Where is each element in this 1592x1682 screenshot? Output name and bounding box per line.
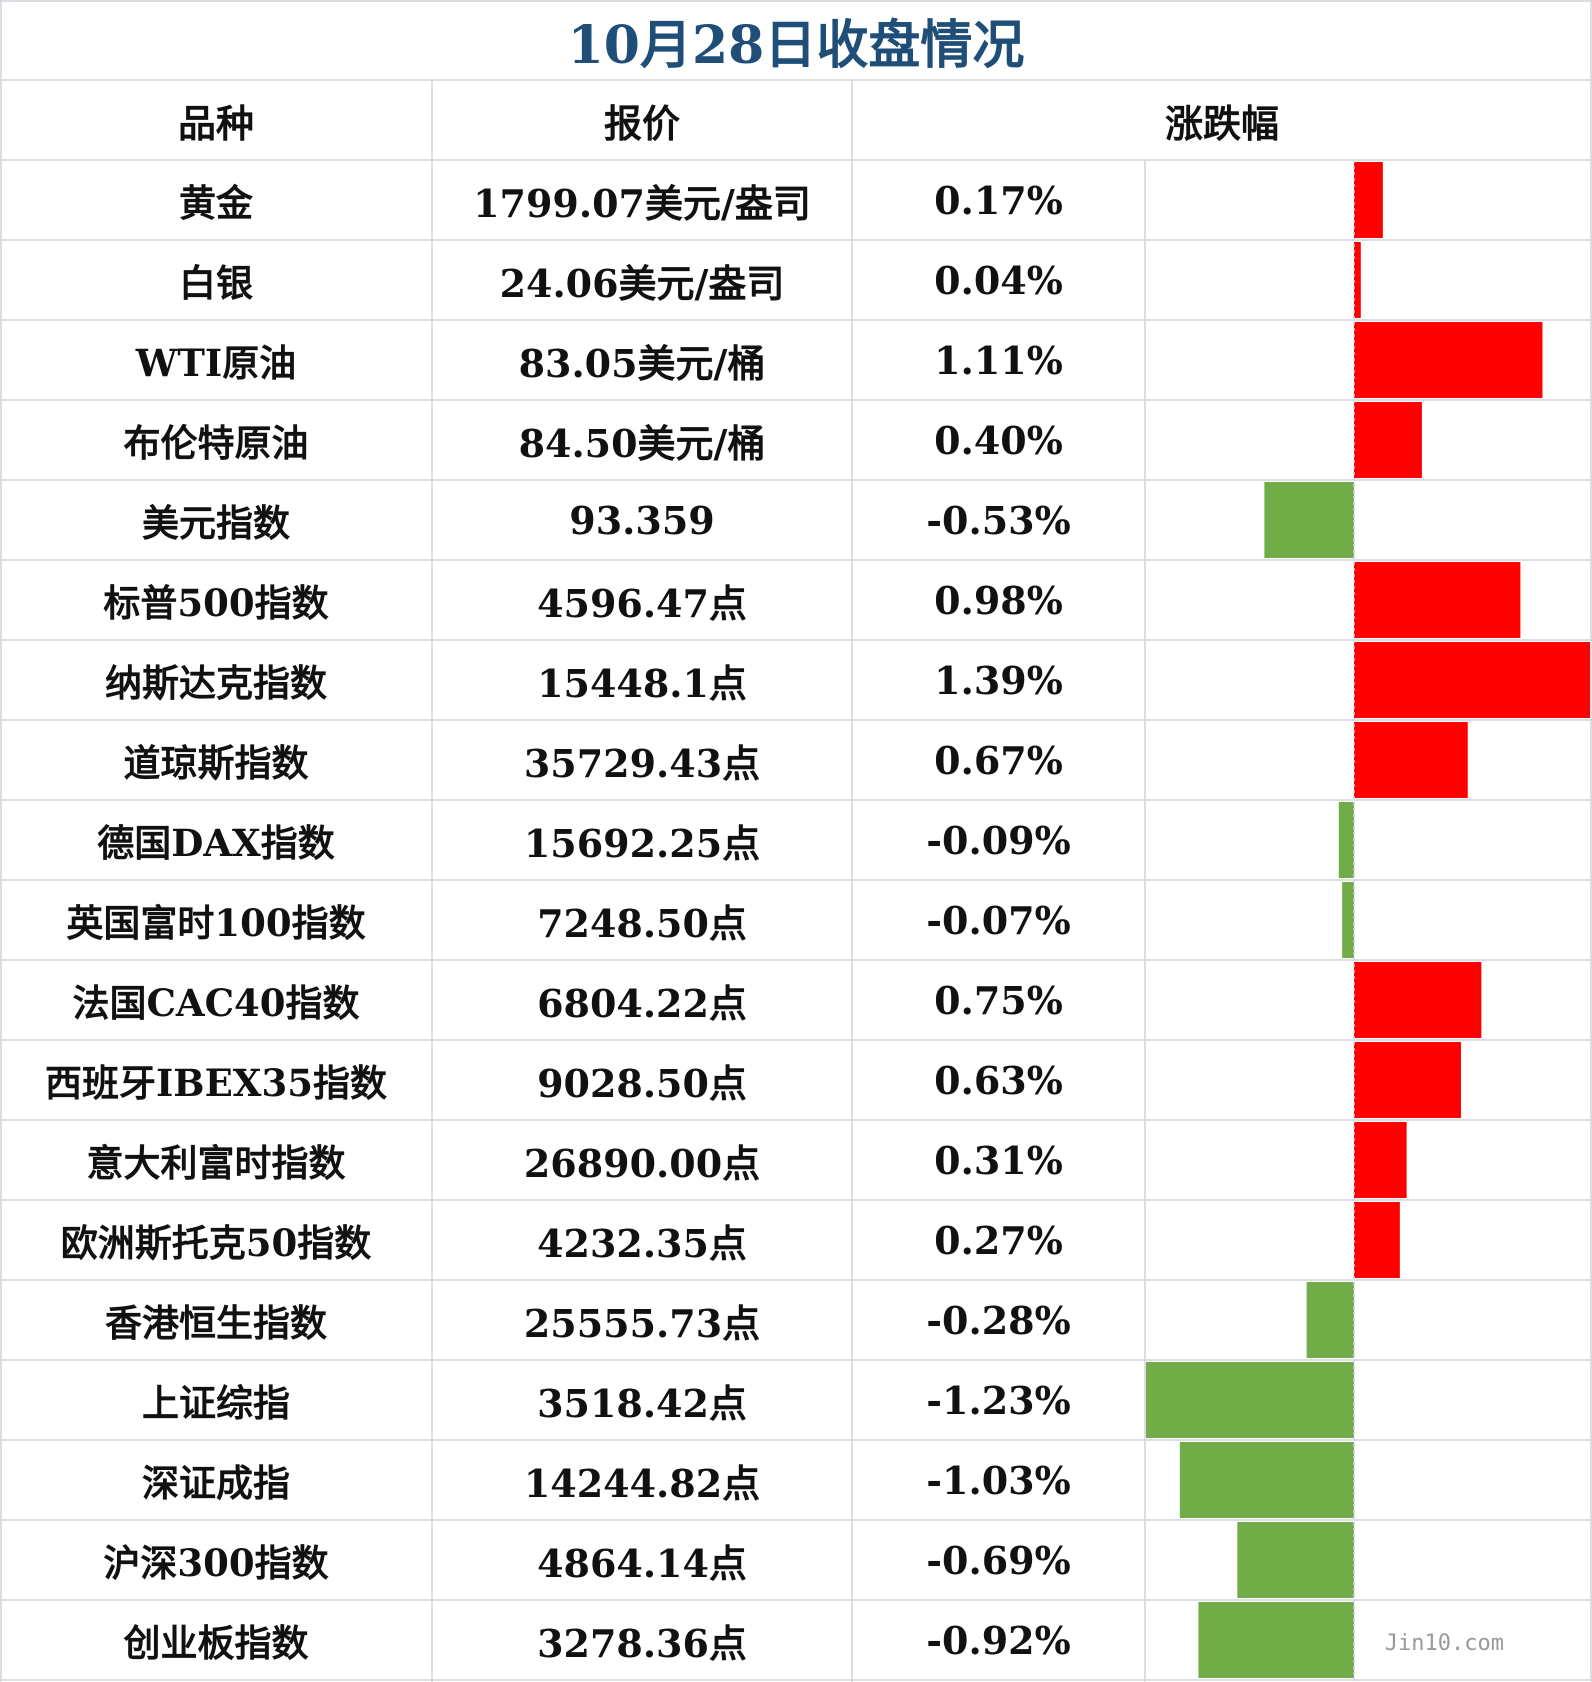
bar (1354, 642, 1590, 718)
bar (1354, 1202, 1400, 1278)
watermark: Jin10.com (1384, 1631, 1504, 1656)
data-label: 0.98% (934, 577, 1063, 623)
row-name: WTI原油 (135, 341, 297, 385)
row-price: 93.359 (569, 497, 715, 543)
row-price: 4864.14点 (537, 1540, 747, 1586)
row-name: 美元指数 (142, 501, 290, 545)
row-name: 创业板指数 (123, 1621, 309, 1665)
row-name: 西班牙IBEX35指数 (45, 1061, 387, 1105)
row-name: 纳斯达克指数 (105, 661, 327, 705)
bar (1354, 322, 1543, 398)
row-name: 深证成指 (142, 1461, 290, 1505)
bar (1146, 1362, 1354, 1438)
row-price: 26890.00点 (523, 1140, 761, 1186)
row-name: 上证综指 (142, 1381, 290, 1425)
row-name: 布伦特原油 (123, 421, 309, 465)
row-price: 24.06美元/盎司 (499, 260, 785, 306)
data-label: 0.75% (934, 977, 1063, 1023)
data-label: 1.39% (934, 657, 1063, 703)
row-name: 英国富时100指数 (66, 901, 366, 945)
data-label: 0.27% (934, 1217, 1063, 1263)
bar (1342, 882, 1354, 958)
data-label: 0.40% (934, 417, 1063, 463)
row-price: 3518.42点 (537, 1380, 747, 1426)
row-price: 35729.43点 (523, 740, 761, 786)
data-label: -0.09% (926, 817, 1071, 863)
row-price: 1799.07美元/盎司 (473, 180, 811, 226)
row-price: 83.05美元/桶 (518, 340, 766, 386)
data-label: 1.11% (934, 337, 1063, 383)
data-label: -1.03% (926, 1457, 1071, 1503)
row-price: 6804.22点 (537, 980, 747, 1026)
bar (1264, 482, 1354, 558)
data-label: -0.69% (926, 1537, 1071, 1583)
row-price: 3278.36点 (537, 1620, 747, 1666)
row-name: 白银 (179, 261, 253, 305)
bar (1306, 1282, 1354, 1358)
row-name: 香港恒生指数 (105, 1301, 327, 1345)
header-name: 品种 (177, 100, 254, 146)
row-name: 意大利富时指数 (86, 1141, 346, 1185)
data-label: 0.17% (934, 177, 1063, 223)
bar (1237, 1522, 1354, 1598)
row-price: 4232.35点 (537, 1220, 747, 1266)
row-price: 7248.50点 (537, 900, 747, 946)
data-label: -0.28% (926, 1297, 1071, 1343)
header-change: 涨跌幅 (1164, 100, 1279, 146)
data-label: 0.31% (934, 1137, 1063, 1183)
row-price: 25555.73点 (523, 1300, 761, 1346)
row-name: 黄金 (179, 181, 253, 225)
row-name: 欧洲斯托克50指数 (60, 1221, 372, 1265)
bar (1354, 1122, 1407, 1198)
bar (1198, 1602, 1354, 1678)
bar (1338, 802, 1354, 878)
bar (1354, 962, 1482, 1038)
data-label: 0.63% (934, 1057, 1063, 1103)
row-name: 标普500指数 (103, 581, 329, 625)
row-name: 德国DAX指数 (97, 821, 335, 865)
bar (1354, 1042, 1461, 1118)
data-label: 0.67% (934, 737, 1063, 783)
bar (1354, 162, 1383, 238)
data-label: -0.07% (926, 897, 1071, 943)
row-price: 15692.25点 (523, 820, 761, 866)
bar (1354, 242, 1361, 318)
row-name: 道琼斯指数 (123, 741, 309, 785)
data-label: -0.53% (926, 497, 1071, 543)
row-price: 84.50美元/桶 (518, 420, 766, 466)
row-price: 9028.50点 (537, 1060, 747, 1106)
row-price: 14244.82点 (523, 1460, 761, 1506)
data-label: -0.92% (926, 1617, 1071, 1663)
row-name: 法国CAC40指数 (72, 981, 360, 1025)
header-price: 报价 (603, 100, 680, 146)
bar (1354, 722, 1468, 798)
page-title: 10月28日收盘情况 (567, 14, 1025, 76)
row-price: 4596.47点 (537, 580, 747, 626)
data-label: 0.04% (934, 257, 1063, 303)
bar (1179, 1442, 1354, 1518)
data-label: -1.23% (926, 1377, 1071, 1423)
row-price: 15448.1点 (537, 660, 747, 706)
bar (1354, 562, 1521, 638)
row-name: 沪深300指数 (103, 1541, 329, 1585)
bar (1354, 402, 1422, 478)
